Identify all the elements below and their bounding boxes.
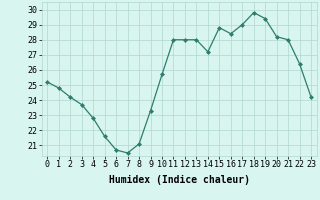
X-axis label: Humidex (Indice chaleur): Humidex (Indice chaleur)	[109, 175, 250, 185]
